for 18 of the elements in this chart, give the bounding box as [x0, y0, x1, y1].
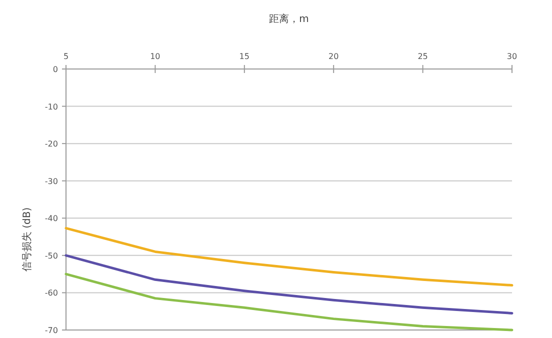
- y-tick-label: -20: [44, 140, 58, 149]
- y-tick-label: -70: [44, 326, 58, 335]
- x-tick-label: 25: [418, 52, 428, 61]
- y-tick-label: -30: [44, 176, 58, 186]
- y-tick-label: -60: [44, 288, 58, 298]
- x-tick-label: 10: [150, 52, 160, 61]
- y-tick-label: -10: [44, 102, 58, 112]
- x-tick-label: 20: [328, 52, 339, 61]
- x-tick-label: 15: [239, 52, 250, 61]
- line-series: [64, 226, 514, 287]
- y-tick-label: -50: [44, 251, 58, 260]
- y-tick-label: 0: [52, 65, 58, 74]
- y-tick-label: -40: [44, 214, 58, 224]
- x-axis-title: 距离，m: [269, 13, 309, 25]
- x-tick-label: 30: [506, 52, 518, 61]
- y-axis-title: 信号损失 (dB): [21, 207, 33, 272]
- x-tick-label: 5: [63, 52, 69, 61]
- line-series: [64, 254, 514, 314]
